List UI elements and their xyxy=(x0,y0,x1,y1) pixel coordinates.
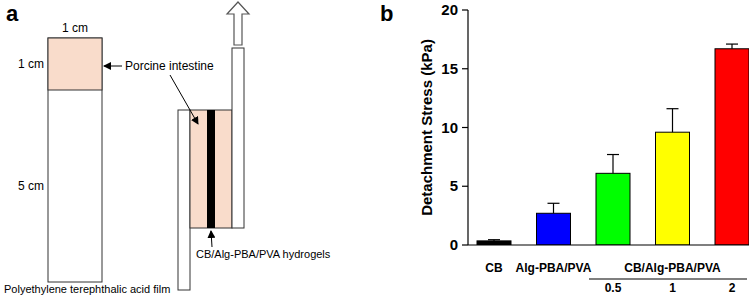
y-tick-label: 0 xyxy=(450,236,458,253)
error-stem xyxy=(731,44,732,49)
tissue-label: Porcine intestine xyxy=(125,59,214,73)
page: {"diagram": {"panel_label": "a", "top_wi… xyxy=(0,0,749,296)
x-axis xyxy=(468,244,749,245)
x-tick-label: 2 xyxy=(729,281,736,295)
film-strip xyxy=(232,48,244,228)
pull-arrow xyxy=(227,2,249,45)
tissue-sample xyxy=(48,38,102,90)
figure: a 1 cm 1 cm 5 cm Polyethylene terephthalic a… xyxy=(0,0,749,296)
film-strip xyxy=(178,110,190,290)
hydrogel-label: CB/Alg-PBA/PVA hydrogels xyxy=(196,248,331,260)
y-tick xyxy=(462,9,468,10)
group-bracket xyxy=(589,278,747,279)
error-stem xyxy=(612,155,613,174)
y-tick-label: 5 xyxy=(450,177,458,194)
bar xyxy=(537,213,571,245)
dimension-label: 1 cm xyxy=(62,21,88,35)
y-axis-label: Detachment Stress (kPa) xyxy=(418,39,435,216)
panel-label: b xyxy=(380,1,393,26)
y-tick-label: 15 xyxy=(441,60,458,77)
y-tick-label: 20 xyxy=(441,1,458,18)
error-cap xyxy=(726,43,738,44)
error-cap xyxy=(667,108,679,109)
x-tick-label: Alg-PBA/PVA xyxy=(516,261,592,275)
x-tick-label: 0.5 xyxy=(605,281,622,295)
y-tick xyxy=(462,127,468,128)
error-bar xyxy=(488,240,500,241)
x-tick-label: CB xyxy=(485,261,503,275)
error-stem xyxy=(672,109,673,133)
panel-b: b 0 5 10 15 20 Detachment Stress (kPa) CB/Alg-P… xyxy=(380,1,749,295)
leader-arrow xyxy=(211,231,212,247)
error-cap xyxy=(548,203,560,204)
error-bar xyxy=(548,203,560,213)
bar xyxy=(596,173,630,245)
film xyxy=(48,38,102,282)
bar xyxy=(715,49,749,245)
dimension-label: 1 cm xyxy=(18,57,44,71)
leader-arrow xyxy=(170,75,198,124)
x-tick-label: 1 xyxy=(669,281,676,295)
dimension-label: 5 cm xyxy=(18,179,44,193)
bar xyxy=(477,241,511,245)
error-cap xyxy=(488,239,500,240)
panel-a: a 1 cm 1 cm 5 cm Polyethylene terephthalic a… xyxy=(4,1,331,295)
bars xyxy=(477,44,749,245)
y-tick xyxy=(462,186,468,187)
leader-arrow xyxy=(104,66,122,67)
hydrogel xyxy=(207,110,215,228)
y-tick-label: 10 xyxy=(441,119,458,136)
y-tick xyxy=(462,68,468,69)
error-cap xyxy=(607,154,619,155)
bar xyxy=(656,132,690,245)
tissue-pair xyxy=(190,110,232,228)
y-tick xyxy=(462,244,468,245)
group-label: CB/Alg-PBA/PVA xyxy=(624,261,721,275)
panel-label: a xyxy=(6,1,19,26)
film-label: Polyethylene terephthalic acid film xyxy=(4,283,170,295)
error-bar xyxy=(607,155,619,174)
error-bar xyxy=(726,44,738,49)
error-stem xyxy=(553,203,554,213)
error-bar xyxy=(667,109,679,133)
